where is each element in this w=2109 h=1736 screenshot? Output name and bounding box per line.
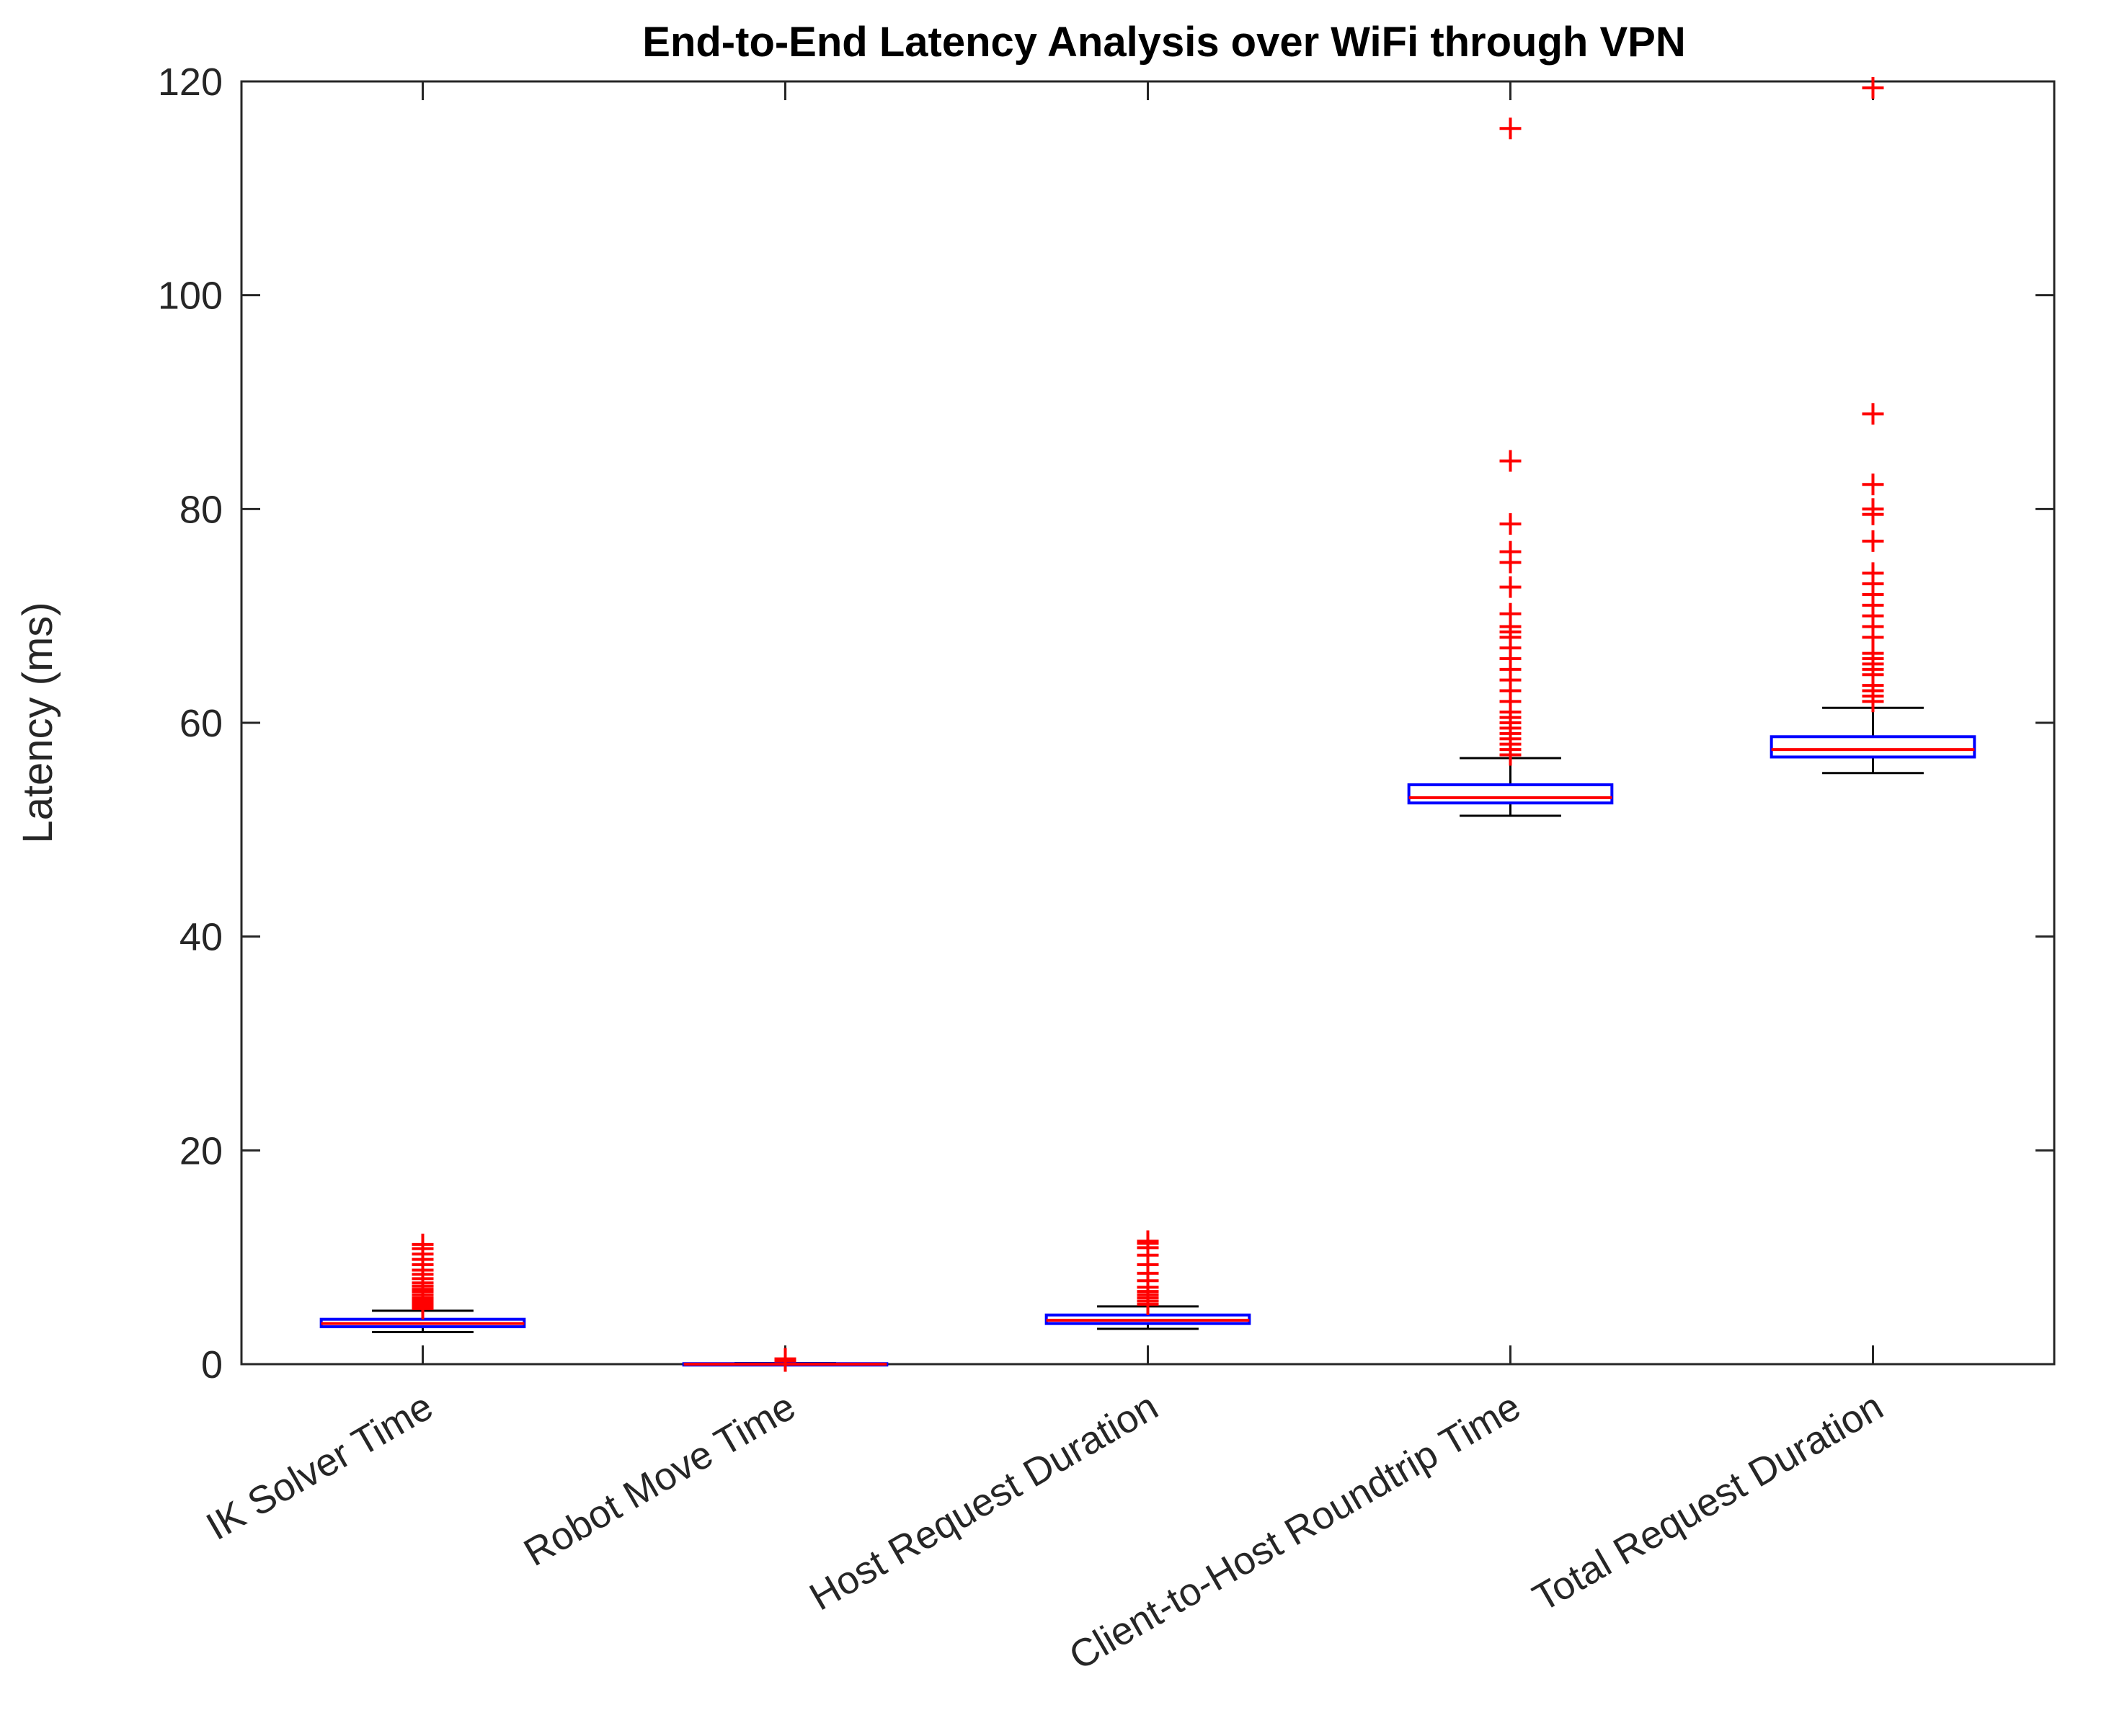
y-tick-label: 80 [179, 488, 223, 531]
outlier-marker [1862, 562, 1884, 584]
outlier-marker [1862, 498, 1884, 520]
outlier-marker [1499, 513, 1522, 535]
outlier-marker [774, 1348, 796, 1370]
outlier-marker [1862, 473, 1884, 496]
iqr-box [1770, 735, 1976, 759]
box-group [319, 1233, 526, 1333]
y-tick-label: 100 [158, 275, 223, 318]
outlier-marker [1137, 1230, 1159, 1252]
y-tick-label: 20 [179, 1129, 223, 1172]
y-axis-label: Latency (ms) [14, 602, 61, 843]
outlier-marker [1862, 403, 1884, 425]
iqr-box [1407, 783, 1614, 805]
outlier-marker [412, 1233, 434, 1255]
outlier-marker [1499, 602, 1522, 625]
box-group [1407, 117, 1614, 817]
outlier-marker [1499, 576, 1522, 598]
outlier-marker [1499, 117, 1522, 140]
y-tick-label: 40 [179, 916, 223, 959]
outlier-marker [1499, 450, 1522, 472]
outlier-marker [1862, 530, 1884, 552]
outlier-marker [1499, 540, 1522, 563]
y-tick-label: 120 [158, 61, 223, 104]
box-group [682, 1348, 889, 1372]
outlier-marker [1862, 76, 1884, 99]
y-tick-label: 60 [179, 702, 223, 745]
box-group [1770, 76, 1976, 775]
y-tick-label: 0 [201, 1343, 223, 1386]
chart-title: End-to-End Latency Analysis over WiFi th… [642, 19, 1685, 66]
box-group [1044, 1230, 1251, 1330]
